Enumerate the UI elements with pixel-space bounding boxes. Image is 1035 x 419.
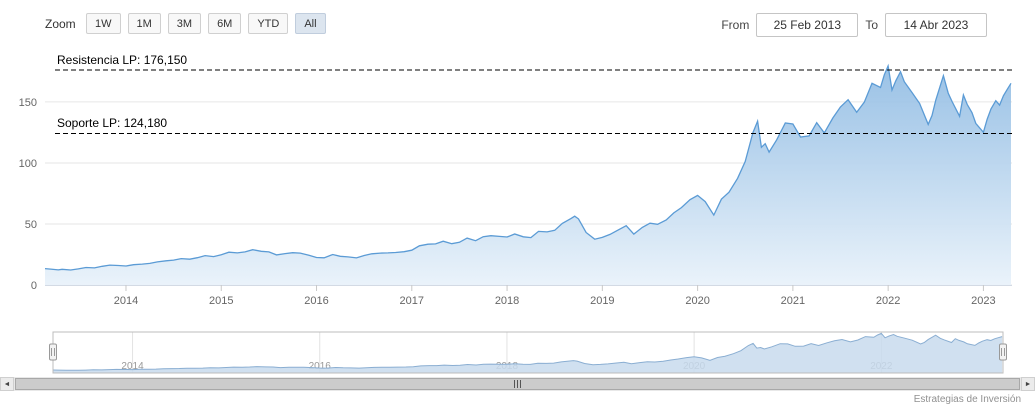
navigator-line	[52, 332, 1003, 371]
x-axis-label: 2019	[590, 295, 614, 307]
zoom-button-group: 1W 1M 3M 6M YTD All	[86, 13, 326, 34]
scrollbar-grip-icon	[517, 380, 518, 388]
navigator-right-handle[interactable]	[999, 343, 1007, 361]
scrollbar: ◄ ►	[0, 377, 1035, 391]
from-label: From	[721, 18, 750, 32]
date-range-selector: From To	[721, 13, 987, 37]
price-line	[44, 63, 1012, 271]
navigator-left-handle[interactable]	[49, 343, 57, 361]
zoom-button-ytd[interactable]: YTD	[248, 13, 289, 34]
y-axis-label: 50	[25, 219, 37, 231]
x-axis-label: 2022	[876, 295, 900, 307]
to-date-input[interactable]	[885, 13, 987, 37]
credit-text: Estrategias de Inversión	[913, 394, 1021, 405]
scrollbar-track[interactable]	[14, 377, 1021, 391]
navigator[interactable]: 20142016201820202022	[0, 330, 1035, 376]
to-label: To	[865, 18, 878, 32]
navigator-year-label: 2016	[309, 361, 332, 372]
scrollbar-thumb[interactable]	[15, 378, 1020, 390]
zoom-button-1w[interactable]: 1W	[86, 13, 121, 34]
navigator-area	[53, 333, 1003, 373]
zoom-button-3m[interactable]: 3M	[167, 13, 202, 34]
zoom-button-1m[interactable]: 1M	[127, 13, 161, 34]
price-area-chart[interactable]: 0 50 100 150 2014 2015 2016 2017 2018 2019 2020 202…	[0, 42, 1035, 314]
x-axis-label: 2017	[400, 295, 424, 307]
y-axis-label: 150	[19, 97, 37, 109]
from-date-input[interactable]	[756, 13, 859, 37]
zoom-button-all[interactable]: All	[295, 13, 326, 34]
navigator-mini-chart[interactable]: 20142016201820202022	[0, 330, 1035, 376]
zoom-label: Zoom	[45, 17, 76, 31]
resistance-label: Resistencia LP: 176,150	[57, 53, 188, 68]
x-axis-label: 2018	[495, 295, 519, 307]
x-axis-label: 2023	[971, 295, 995, 307]
x-axis-label: 2021	[781, 295, 805, 307]
navigator-year-label: 2014	[121, 361, 144, 372]
x-axis-label: 2016	[304, 295, 328, 307]
y-axis-label: 100	[19, 158, 37, 170]
price-area	[45, 65, 1011, 286]
zoom-button-6m[interactable]: 6M	[208, 13, 242, 34]
support-label: Soporte LP: 124,180	[57, 116, 168, 131]
scrollbar-left-arrow-icon[interactable]: ◄	[0, 377, 14, 391]
main-chart-area[interactable]: 0 50 100 150 2014 2015 2016 2017 2018 2019 2020 202…	[0, 42, 1035, 314]
y-axis-label: 0	[31, 280, 37, 292]
toolbar: Zoom 1W 1M 3M 6M YTD All From To	[0, 0, 1035, 44]
x-axis-label: 2020	[685, 295, 709, 307]
x-axis-label: 2014	[114, 295, 138, 307]
scrollbar-right-arrow-icon[interactable]: ►	[1021, 377, 1035, 391]
x-axis-label: 2015	[209, 295, 233, 307]
